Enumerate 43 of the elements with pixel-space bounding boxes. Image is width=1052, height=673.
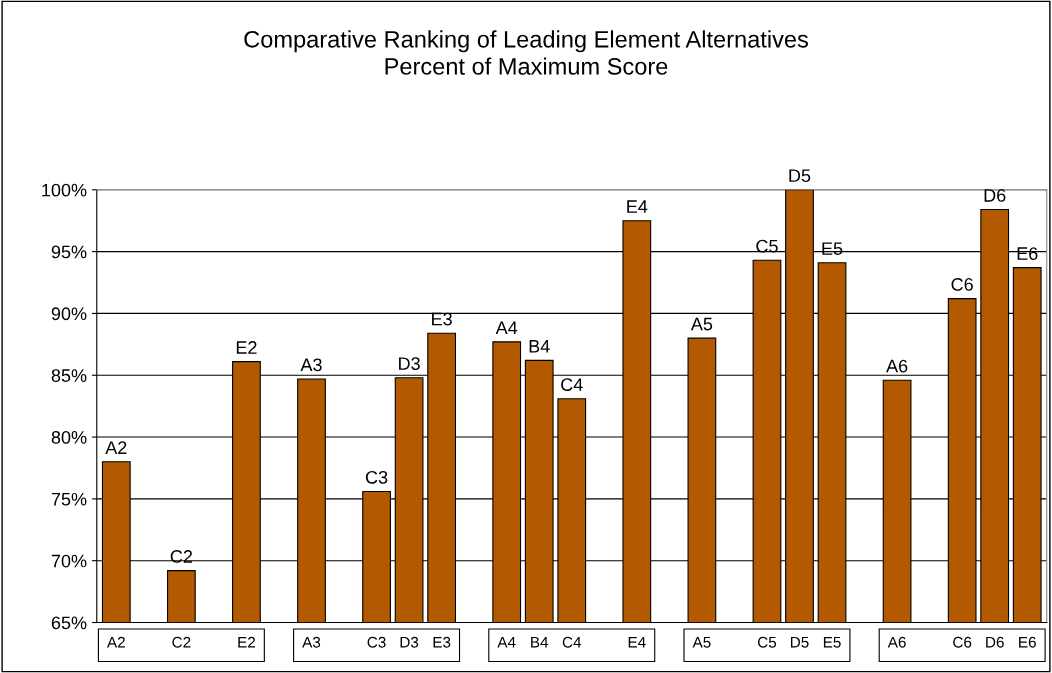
data-label: A3: [300, 358, 322, 372]
y-tick-label: 80%: [51, 431, 87, 444]
x-tick-label: C2: [172, 636, 191, 648]
x-tick-label: C4: [562, 636, 582, 648]
y-tick-label: 95%: [51, 245, 87, 259]
data-label: C2: [170, 550, 192, 563]
y-tick-label: 70%: [51, 554, 87, 568]
x-tick-label: A5: [692, 636, 711, 648]
data-label: B4: [529, 340, 550, 353]
data-label: E2: [236, 341, 257, 354]
x-tick-label: E6: [1019, 636, 1036, 648]
x-tick-label: E2: [238, 636, 256, 648]
data-label: A6: [886, 359, 908, 373]
x-tick-label: E5: [823, 636, 841, 648]
y-tick-label: 100%: [42, 183, 87, 197]
x-tick-label: C3: [367, 636, 386, 648]
y-tick-label: 90%: [51, 307, 87, 321]
chart-title: Comparative Ranking of Leading Element Alternatives Percent of Maximum Score: [244, 30, 808, 75]
x-tick-label: C5: [757, 636, 777, 648]
x-tick-label: E4: [628, 636, 646, 648]
x-tick-label: A4: [497, 636, 516, 648]
x-tick-label: A3: [302, 636, 321, 648]
x-tick-label: D6: [986, 636, 1004, 648]
y-tick-label: 75%: [51, 492, 87, 506]
data-label: C6: [951, 278, 973, 291]
data-label: D3: [399, 357, 420, 370]
data-label: E4: [627, 200, 648, 213]
data-label: A2: [105, 441, 127, 454]
y-tick-label: 65%: [51, 616, 87, 630]
x-tick-label: E3: [433, 636, 451, 648]
x-tick-label: C6: [953, 636, 972, 648]
data-label: D5: [789, 169, 811, 183]
data-label: C4: [561, 378, 583, 391]
data-label: A4: [495, 321, 518, 334]
data-label: A5: [690, 317, 713, 331]
x-tick-label: A6: [887, 636, 906, 648]
data-label: C3: [365, 470, 388, 484]
x-tick-label: A2: [106, 636, 125, 648]
data-label: D6: [984, 189, 1006, 202]
x-tick-label: D5: [790, 636, 809, 648]
y-tick-label: 85%: [51, 369, 87, 382]
x-tick-label: D3: [400, 636, 419, 648]
x-tick-label: B4: [531, 636, 549, 648]
